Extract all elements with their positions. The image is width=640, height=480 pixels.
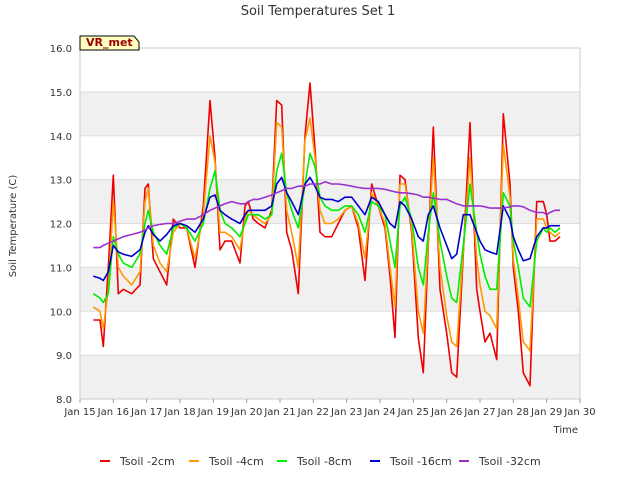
plot-band (80, 91, 580, 136)
x-tick-label: Jan 26 (430, 407, 462, 418)
x-tick-label: Jan 17 (130, 407, 162, 418)
y-axis: 8.0 9.0 10.0 11.0 12.0 13.0 14.0 15.0 16.0 (50, 44, 72, 406)
series-line (93, 176, 560, 282)
x-tick-label: Jan 18 (163, 407, 195, 418)
x-tick-label: Jan 27 (463, 407, 495, 418)
plot-band (80, 267, 580, 312)
series-line (92, 152, 561, 308)
plot-frame (79, 47, 581, 400)
x-axis-label: Time (553, 425, 578, 436)
legend-label: Tsoil -8cm (296, 455, 352, 468)
y-tick-label: 11.0 (50, 263, 72, 274)
x-tick-label: Jan 29 (530, 407, 562, 418)
x-tick-label: Jan 21 (263, 407, 295, 418)
plot-band (80, 355, 580, 399)
y-tick-label: 15.0 (50, 88, 72, 99)
x-tick-label: Jan 20 (230, 407, 262, 418)
y-tick-label: 14.0 (50, 132, 72, 143)
x-tick-label: Jan 22 (297, 407, 329, 418)
station-label-background (79, 35, 140, 51)
x-tick-label: Jan 30 (563, 407, 595, 418)
legend: Tsoil -2cm Tsoil -4cm Tsoil -8cm Tsoil -16c… (100, 455, 541, 468)
plot-bands (80, 91, 580, 399)
y-tick-label: 9.0 (56, 351, 72, 362)
x-axis: Jan 15 Jan 16 Jan 17 Jan 18 Jan 19 Jan 20 Jan … (63, 399, 596, 418)
x-tick-label: Jan 19 (197, 407, 229, 418)
series-line (93, 181, 560, 249)
y-tick-label: 13.0 (50, 176, 72, 187)
x-tick-label: Jan 16 (97, 407, 129, 418)
x-tick-label: Jan 23 (330, 407, 362, 418)
legend-label: Tsoil -32cm (478, 455, 541, 468)
legend-label: Tsoil -4cm (208, 455, 264, 468)
station-label: VR_met (86, 36, 133, 49)
legend-label: Tsoil -16cm (389, 455, 452, 468)
y-tick-label: 12.0 (50, 220, 72, 231)
y-tick-label: 10.0 (50, 307, 72, 318)
x-tick-label: Jan 24 (363, 407, 395, 418)
x-tick-label: Jan 25 (397, 407, 429, 418)
series-line (92, 117, 561, 352)
series-lines (92, 82, 561, 387)
legend-label: Tsoil -2cm (119, 455, 175, 468)
y-tick-label: 8.0 (56, 395, 72, 406)
chart-title: Soil Temperatures Set 1 (241, 4, 396, 19)
plot-band (80, 179, 580, 224)
station-label-box: VR_met (79, 35, 140, 51)
y-tick-label: 16.0 (50, 44, 72, 55)
y-axis-label: Soil Temperature (C) (8, 175, 19, 278)
x-tick-label: Jan 28 (497, 407, 529, 418)
x-tick-label: Jan 15 (63, 407, 95, 418)
